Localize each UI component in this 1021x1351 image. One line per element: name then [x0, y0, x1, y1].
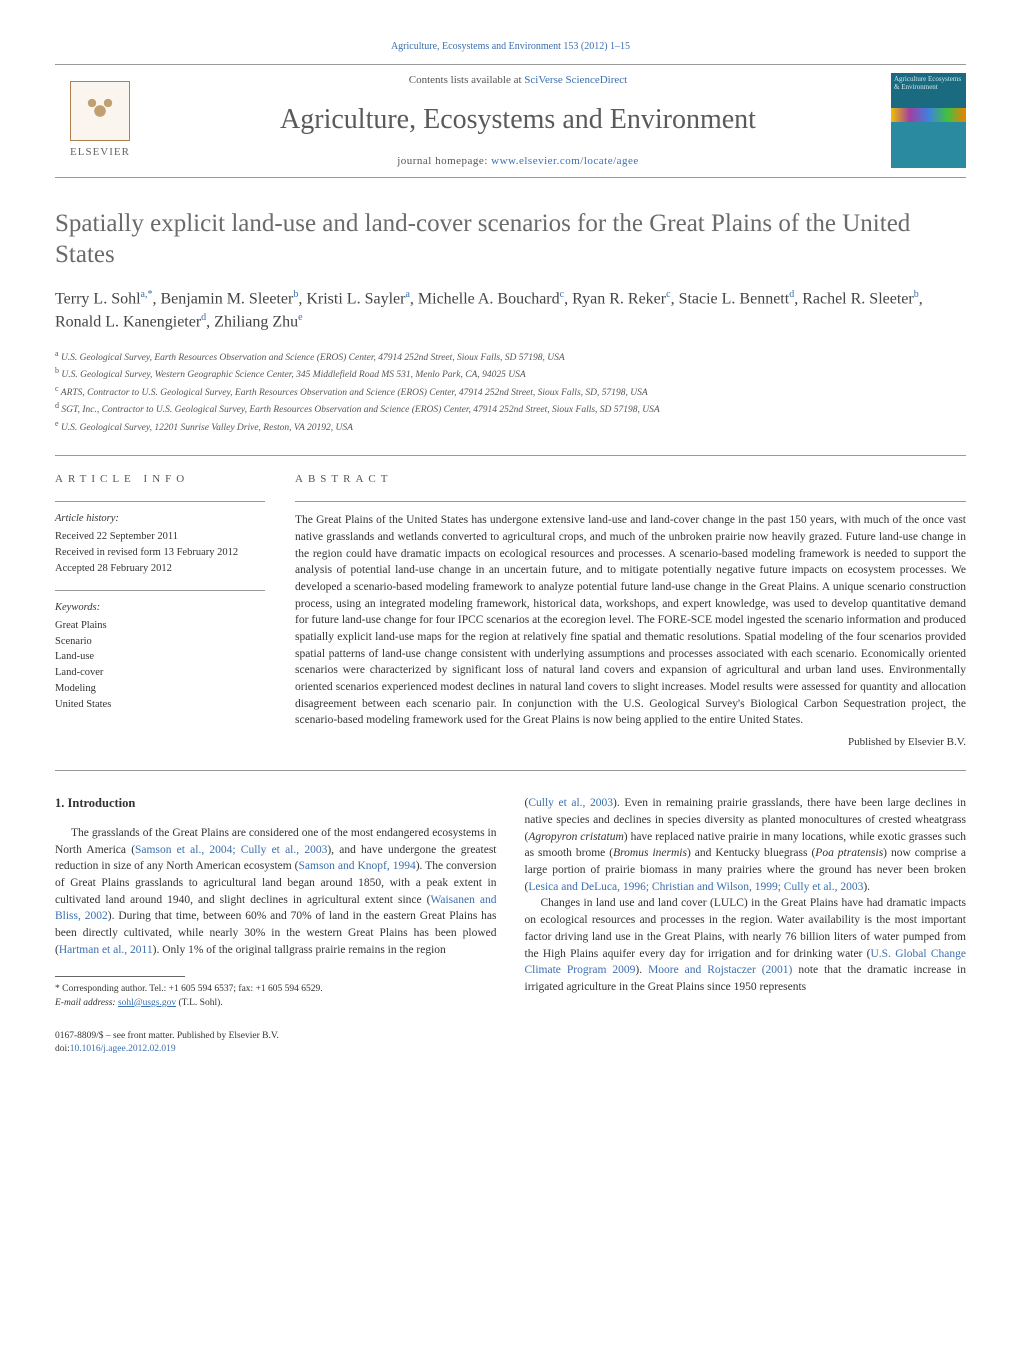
journal-cover-thumbnail: Agriculture Ecosystems & Environment — [891, 73, 966, 168]
history-line: Accepted 28 February 2012 — [55, 561, 265, 577]
article-info-heading: article info — [55, 472, 265, 487]
sub-divider — [295, 501, 966, 502]
abstract-heading: abstract — [295, 472, 966, 487]
abstract-column: abstract The Great Plains of the United … — [295, 472, 966, 751]
footnote-divider — [55, 976, 185, 977]
body-column-left: 1. Introduction The grasslands of the Gr… — [55, 795, 497, 1009]
history-line: Received in revised form 13 February 201… — [55, 545, 265, 561]
author-list: Terry L. Sohla,*, Benjamin M. Sleeterb, … — [55, 288, 966, 333]
body-paragraph: Changes in land use and land cover (LULC… — [525, 895, 967, 995]
sub-divider — [55, 590, 265, 591]
affiliations-block: a U.S. Geological Survey, Earth Resource… — [55, 348, 966, 435]
homepage-line: journal homepage: www.elsevier.com/locat… — [145, 154, 891, 169]
divider — [55, 455, 966, 456]
email-label: E-mail address: — [55, 998, 118, 1008]
affiliation: e U.S. Geological Survey, 12201 Sunrise … — [55, 418, 966, 435]
article-title: Spatially explicit land-use and land-cov… — [55, 208, 966, 271]
body-paragraph: (Cully et al., 2003). Even in remaining … — [525, 795, 967, 895]
homepage-link[interactable]: www.elsevier.com/locate/agee — [491, 155, 639, 167]
keyword: United States — [55, 697, 265, 713]
cover-title-text: Agriculture Ecosystems & Environment — [891, 73, 966, 108]
elsevier-logo: ELSEVIER — [55, 73, 145, 168]
bottom-block: 0167-8809/$ – see front matter. Publishe… — [55, 1030, 966, 1057]
affiliation: b U.S. Geological Survey, Western Geogra… — [55, 365, 966, 382]
sub-divider — [55, 501, 265, 502]
doi-label: doi: — [55, 1044, 70, 1054]
keyword: Land-cover — [55, 665, 265, 681]
body-column-right: (Cully et al., 2003). Even in remaining … — [525, 795, 967, 1009]
cover-color-band-icon — [891, 108, 966, 122]
affiliation: d SGT, Inc., Contractor to U.S. Geologic… — [55, 400, 966, 417]
published-by: Published by Elsevier B.V. — [295, 735, 966, 750]
elsevier-wordmark: ELSEVIER — [70, 145, 130, 160]
cover-bottom — [891, 122, 966, 168]
info-abstract-row: article info Article history: Received 2… — [55, 472, 966, 751]
history-line: Received 22 September 2011 — [55, 529, 265, 545]
journal-name: Agriculture, Ecosystems and Environment — [145, 100, 891, 139]
history-label: Article history: — [55, 512, 265, 527]
keyword: Land-use — [55, 649, 265, 665]
corresponding-author-footnote: * Corresponding author. Tel.: +1 605 594… — [55, 983, 497, 996]
page: Agriculture, Ecosystems and Environment … — [0, 0, 1021, 1087]
contents-line: Contents lists available at SciVerse Sci… — [145, 73, 891, 88]
elsevier-tree-icon — [70, 81, 130, 141]
doi-line: doi:10.1016/j.agee.2012.02.019 — [55, 1043, 966, 1056]
author-email-link[interactable]: sohl@usgs.gov — [118, 998, 176, 1008]
keyword: Great Plains — [55, 618, 265, 634]
email-suffix: (T.L. Sohl). — [176, 998, 223, 1008]
banner-center: Contents lists available at SciVerse Sci… — [145, 73, 891, 169]
doi-link[interactable]: 10.1016/j.agee.2012.02.019 — [70, 1044, 176, 1054]
section-1-heading: 1. Introduction — [55, 795, 497, 813]
affiliation: c ARTS, Contractor to U.S. Geological Su… — [55, 383, 966, 400]
body-paragraph: The grasslands of the Great Plains are c… — [55, 825, 497, 958]
body-columns: 1. Introduction The grasslands of the Gr… — [55, 795, 966, 1009]
copyright-line: 0167-8809/$ – see front matter. Publishe… — [55, 1030, 966, 1043]
journal-banner: ELSEVIER Contents lists available at Sci… — [55, 64, 966, 178]
contents-prefix: Contents lists available at — [409, 74, 524, 86]
abstract-text: The Great Plains of the United States ha… — [295, 512, 966, 729]
sciencedirect-link[interactable]: SciVerse ScienceDirect — [524, 74, 627, 86]
homepage-prefix: journal homepage: — [397, 155, 491, 167]
divider — [55, 770, 966, 771]
keywords-label: Keywords: — [55, 601, 265, 616]
affiliation: a U.S. Geological Survey, Earth Resource… — [55, 348, 966, 365]
keyword: Scenario — [55, 634, 265, 650]
running-head: Agriculture, Ecosystems and Environment … — [55, 40, 966, 54]
email-footnote: E-mail address: sohl@usgs.gov (T.L. Sohl… — [55, 997, 497, 1010]
keyword: Modeling — [55, 681, 265, 697]
article-info-column: article info Article history: Received 2… — [55, 472, 265, 751]
